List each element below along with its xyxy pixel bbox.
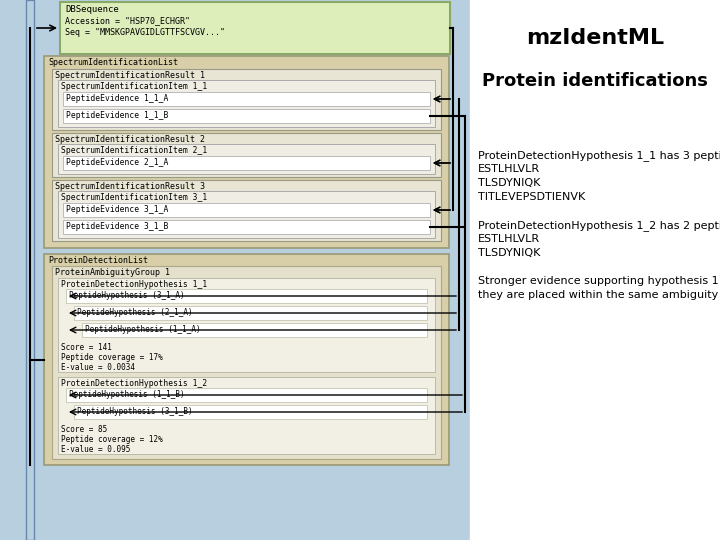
Bar	[58, 191, 435, 238]
Text: Peptide coverage = 17%: Peptide coverage = 17%	[61, 353, 163, 362]
Text: E-value = 0.095: E-value = 0.095	[61, 445, 130, 454]
Bar	[63, 92, 430, 106]
Text: ProteinDetectionList: ProteinDetectionList	[48, 256, 148, 265]
Text: SpectrumIdentificationResult 1: SpectrumIdentificationResult 1	[55, 71, 205, 80]
Bar	[66, 289, 427, 303]
Bar	[63, 220, 430, 234]
Text: SpectrumIdentificationResult 3: SpectrumIdentificationResult 3	[55, 182, 205, 191]
Text: TLSDYNIQK: TLSDYNIQK	[478, 178, 541, 188]
Text: PeptideEvidence 1_1_B: PeptideEvidence 1_1_B	[66, 111, 168, 120]
Text: ProteinDetectionHypothesis 1_2: ProteinDetectionHypothesis 1_2	[61, 379, 207, 388]
Text: ProteinDetectionHypothesis 1_1: ProteinDetectionHypothesis 1_1	[61, 280, 207, 289]
Text: PeptideEvidence 1_1_A: PeptideEvidence 1_1_A	[66, 94, 168, 103]
Text: SpectrumIdentificationItem 2_1: SpectrumIdentificationItem 2_1	[61, 146, 207, 155]
Text: ProteinAmbiguityGroup 1: ProteinAmbiguityGroup 1	[55, 268, 170, 277]
Bar	[66, 388, 427, 402]
Text: DBSequence: DBSequence	[65, 5, 119, 14]
Text: Protein identifications: Protein identifications	[482, 72, 708, 90]
Bar	[44, 56, 449, 248]
Text: PeptideHypothesis (3_1_B): PeptideHypothesis (3_1_B)	[77, 407, 193, 416]
Bar	[470, 0, 720, 540]
Text: Peptide coverage = 12%: Peptide coverage = 12%	[61, 435, 163, 444]
Text: PeptideHypothesis (1_1_B): PeptideHypothesis (1_1_B)	[69, 390, 184, 399]
Text: ProteinDetectionHypothesis 1_2 has 2 peptides:: ProteinDetectionHypothesis 1_2 has 2 pep…	[478, 220, 720, 231]
Text: ESTLHLVLR: ESTLHLVLR	[478, 234, 540, 244]
Bar	[74, 306, 427, 320]
Bar	[52, 69, 441, 130]
Bar	[44, 254, 449, 465]
Bar	[58, 80, 435, 127]
Bar	[52, 133, 441, 177]
Text: SpectrumIdentificationList: SpectrumIdentificationList	[48, 58, 178, 67]
Text: PeptideHypothesis (3_1_A): PeptideHypothesis (3_1_A)	[69, 291, 184, 300]
Bar	[0, 0, 470, 540]
Bar	[60, 2, 450, 54]
Bar	[58, 278, 435, 372]
Bar	[74, 405, 427, 419]
Bar	[58, 377, 435, 454]
Text: Score = 141: Score = 141	[61, 343, 112, 352]
Text: TITLEVEPSDTIENVK: TITLEVEPSDTIENVK	[478, 192, 585, 202]
Bar	[52, 266, 441, 459]
Text: SpectrumIdentificationResult 2: SpectrumIdentificationResult 2	[55, 135, 205, 144]
Text: Seq = "MMSKGPAVGIDLGTTFSCVGV...": Seq = "MMSKGPAVGIDLGTTFSCVGV..."	[65, 28, 225, 37]
Text: they are placed within the same ambiguity group: they are placed within the same ambiguit…	[478, 290, 720, 300]
Text: SpectrumIdentificationItem 3_1: SpectrumIdentificationItem 3_1	[61, 193, 207, 202]
Text: ESTLHLVLR: ESTLHLVLR	[478, 164, 540, 174]
Text: PeptideHypothesis (1_1_A): PeptideHypothesis (1_1_A)	[85, 325, 201, 334]
Bar	[82, 323, 427, 337]
Text: SpectrumIdentificationItem 1_1: SpectrumIdentificationItem 1_1	[61, 82, 207, 91]
Text: E-value = 0.0034: E-value = 0.0034	[61, 363, 135, 372]
Text: mzIdentML: mzIdentML	[526, 28, 664, 48]
Text: PeptideEvidence 3_1_B: PeptideEvidence 3_1_B	[66, 222, 168, 231]
Text: PeptideHypothesis (2_1_A): PeptideHypothesis (2_1_A)	[77, 308, 193, 317]
Bar	[52, 180, 441, 241]
Text: Score = 85: Score = 85	[61, 425, 107, 434]
Text: PeptideEvidence 2_1_A: PeptideEvidence 2_1_A	[66, 158, 168, 167]
Text: Accession = "HSP70_ECHGR": Accession = "HSP70_ECHGR"	[65, 16, 190, 25]
Text: ProteinDetectionHypothesis 1_1 has 3 peptides:: ProteinDetectionHypothesis 1_1 has 3 pep…	[478, 150, 720, 161]
Bar	[26, 0, 34, 540]
Bar	[63, 156, 430, 170]
Text: TLSDYNIQK: TLSDYNIQK	[478, 248, 541, 258]
Text: PeptideEvidence 3_1_A: PeptideEvidence 3_1_A	[66, 205, 168, 214]
Bar	[63, 203, 430, 217]
Bar	[58, 144, 435, 174]
Bar	[63, 109, 430, 123]
Text: Stronger evidence supporting hypothesis 1 but: Stronger evidence supporting hypothesis …	[478, 276, 720, 286]
